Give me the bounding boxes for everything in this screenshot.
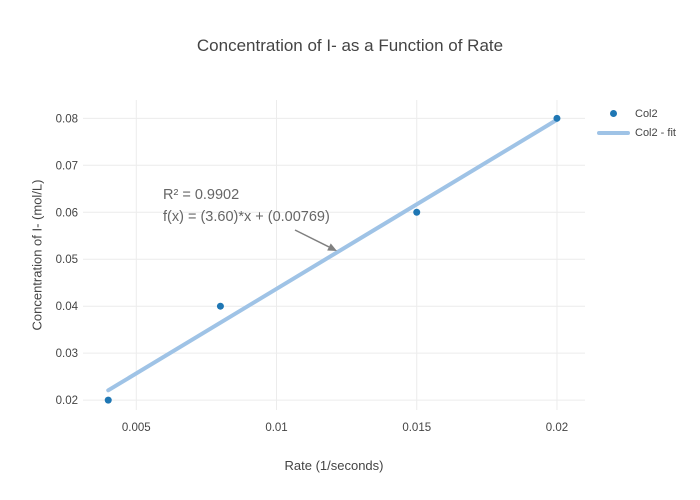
- x-tick-label: 0.015: [402, 422, 431, 434]
- scatter-point: [553, 114, 561, 122]
- legend-marker-area: [597, 110, 630, 117]
- annotation-arrowhead-icon: [327, 243, 337, 251]
- y-tick-label: 0.06: [56, 207, 78, 219]
- legend-item-col2-fit[interactable]: Col2 - fit: [597, 123, 676, 142]
- scatter-point: [413, 208, 421, 216]
- scatter-marker-icon: [610, 110, 617, 117]
- scatter-point: [104, 396, 112, 404]
- legend-label-col2-fit: Col2 - fit: [635, 126, 676, 139]
- legend-item-col2[interactable]: Col2: [597, 104, 676, 123]
- fit-annotation: R² = 0.9902 f(x) = (3.60)*x + (0.00769): [163, 184, 330, 228]
- legend: Col2 Col2 - fit: [597, 104, 676, 142]
- x-axis-title: Rate (1/seconds): [284, 458, 384, 473]
- fit-equation-text: f(x) = (3.60)*x + (0.00769): [163, 209, 330, 225]
- y-tick-label: 0.03: [56, 348, 78, 360]
- y-tick-label: 0.05: [56, 254, 78, 266]
- chart-title: Concentration of I- as a Function of Rat…: [196, 36, 504, 55]
- y-tick-label: 0.08: [56, 113, 78, 125]
- y-tick-label: 0.07: [56, 160, 78, 172]
- r-squared-text: R² = 0.9902: [163, 187, 240, 203]
- line-marker-icon: [597, 130, 630, 135]
- scatter-point: [216, 302, 224, 310]
- legend-marker-area: [597, 130, 630, 135]
- y-tick-label: 0.02: [56, 395, 78, 407]
- x-tick-label: 0.02: [546, 422, 568, 434]
- fit-line: [106, 117, 559, 393]
- x-tick-label: 0.005: [122, 422, 151, 434]
- y-tick-label: 0.04: [56, 301, 79, 313]
- x-tick-label: 0.01: [265, 422, 287, 434]
- legend-label-col2: Col2: [635, 107, 658, 120]
- annotation-arrow-line: [294, 229, 330, 248]
